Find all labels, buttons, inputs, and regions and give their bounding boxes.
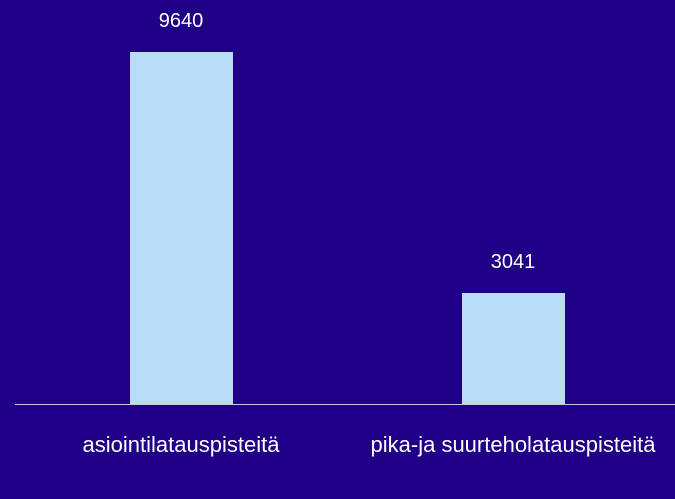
- baseline: [15, 404, 675, 405]
- bar: [129, 52, 233, 404]
- value-label: 9640: [158, 10, 204, 32]
- category-label: pika-ja suurteholatauspisteitä: [370, 432, 656, 457]
- bar: [461, 292, 565, 404]
- value-label: 3041: [490, 250, 536, 273]
- category-label: asiointilatauspisteitä: [82, 432, 280, 457]
